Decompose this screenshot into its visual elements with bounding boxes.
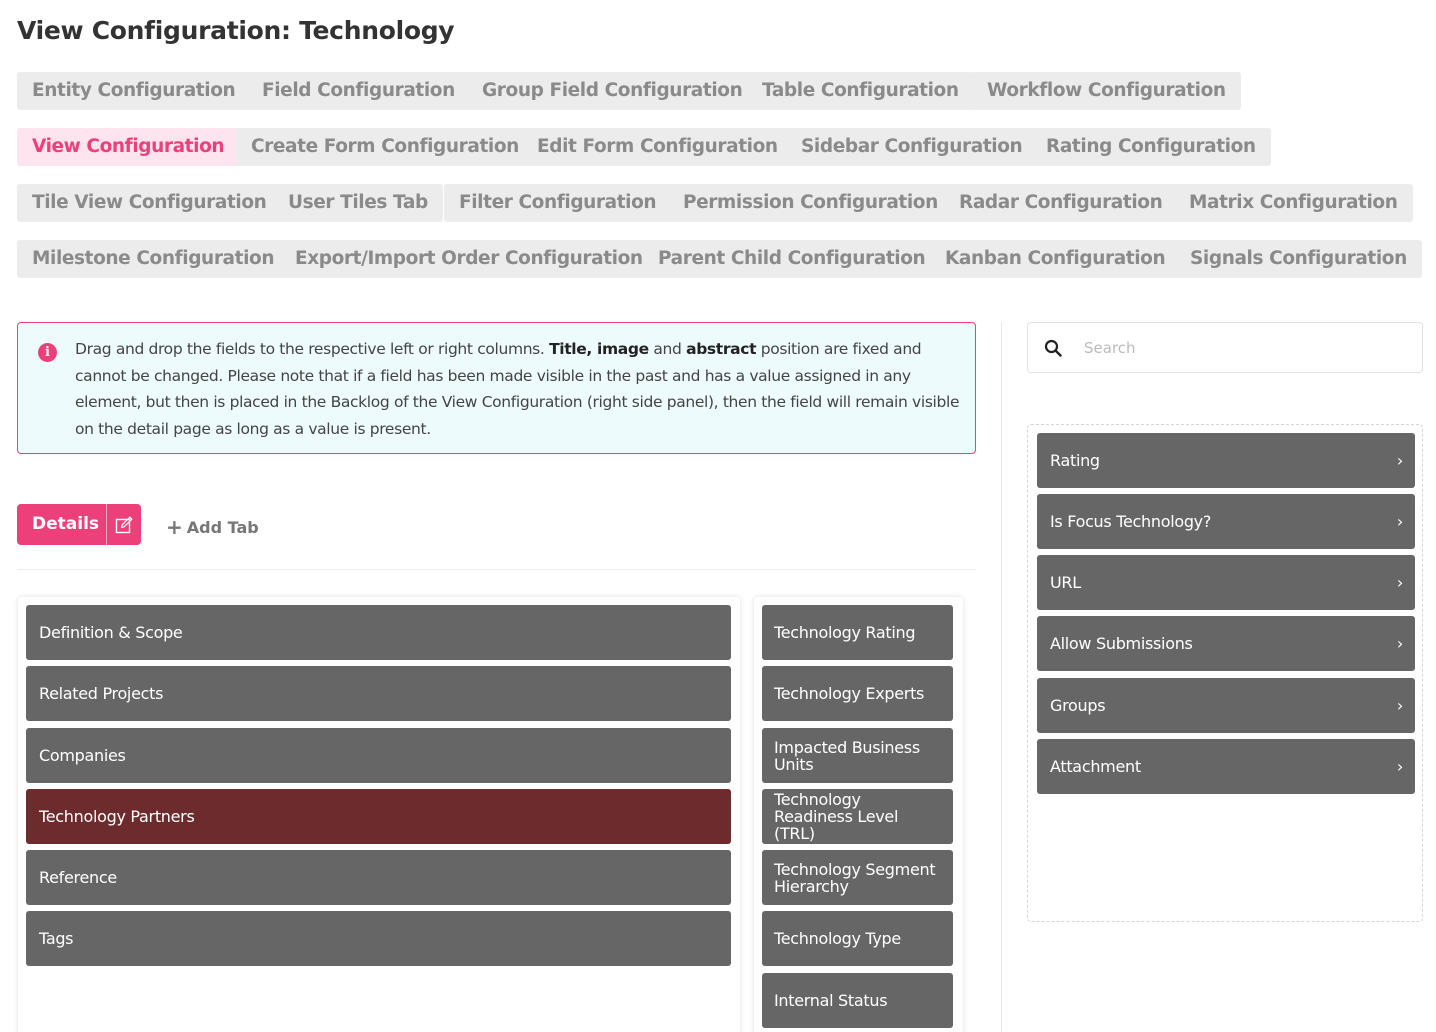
chevron-right-icon: ›: [1396, 634, 1403, 653]
add-tab-button[interactable]: + Add Tab: [166, 514, 259, 539]
backlog-field-groups[interactable]: Groups ›: [1037, 678, 1415, 733]
nav-signals-configuration[interactable]: Signals Configuration: [1175, 240, 1422, 278]
field-technology-type[interactable]: Technology Type: [762, 911, 953, 966]
nav-table-configuration[interactable]: Table Configuration: [747, 72, 974, 110]
chevron-right-icon: ›: [1396, 512, 1403, 531]
nav-user-tiles-tab[interactable]: User Tiles Tab: [273, 184, 443, 222]
nav-sidebar-configuration[interactable]: Sidebar Configuration: [786, 128, 1038, 166]
right-column: Technology Rating Technology Experts Imp…: [754, 597, 963, 1032]
backlog-field-label: Allow Submissions: [1050, 634, 1193, 653]
nav-edit-form-configuration[interactable]: Edit Form Configuration: [522, 128, 793, 166]
field-tags[interactable]: Tags: [26, 911, 731, 966]
chevron-right-icon: ›: [1396, 757, 1403, 776]
page-title: View Configuration: Technology: [17, 16, 455, 45]
nav-permission-configuration[interactable]: Permission Configuration: [668, 184, 953, 222]
field-reference[interactable]: Reference: [26, 850, 731, 905]
backlog-field-label: Groups: [1050, 696, 1106, 715]
nav-kanban-configuration[interactable]: Kanban Configuration: [930, 240, 1181, 278]
field-impacted-business-units[interactable]: Impacted Business Units: [762, 728, 953, 783]
field-companies[interactable]: Companies: [26, 728, 731, 783]
field-technology-rating[interactable]: Technology Rating: [762, 605, 953, 660]
nav-tile-view-configuration[interactable]: Tile View Configuration: [17, 184, 282, 222]
tab-details[interactable]: Details: [17, 504, 141, 545]
backlog-field-is-focus-technology[interactable]: Is Focus Technology? ›: [1037, 494, 1415, 549]
nav-view-configuration[interactable]: View Configuration: [17, 128, 240, 166]
info-box: i Drag and drop the fields to the respec…: [17, 322, 976, 454]
backlog-field-url[interactable]: URL ›: [1037, 555, 1415, 610]
nav-group-field-configuration[interactable]: Group Field Configuration: [467, 72, 758, 110]
backlog-field-allow-submissions[interactable]: Allow Submissions ›: [1037, 616, 1415, 671]
left-column: Definition & Scope Related Projects Comp…: [18, 597, 740, 1032]
field-related-projects[interactable]: Related Projects: [26, 666, 731, 721]
backlog-panel: Rating › Is Focus Technology? › URL › Allow…: [1027, 424, 1423, 922]
chevron-right-icon: ›: [1396, 696, 1403, 715]
backlog-field-label: Is Focus Technology?: [1050, 512, 1212, 531]
backlog-field-label: Attachment: [1050, 757, 1141, 776]
tab-divider: [106, 504, 107, 545]
info-icon: i: [38, 343, 57, 362]
search-input[interactable]: [1084, 335, 1404, 361]
field-technology-partners[interactable]: Technology Partners: [26, 789, 731, 844]
search-icon: [1044, 339, 1062, 357]
nav-export-import-order-configuration[interactable]: Export/Import Order Configuration: [280, 240, 658, 278]
divider: [17, 569, 976, 570]
backlog-search: [1027, 322, 1423, 373]
chevron-right-icon: ›: [1396, 573, 1403, 592]
field-technology-segment-hierarchy[interactable]: Technology Segment Hierarchy: [762, 850, 953, 905]
nav-radar-configuration[interactable]: Radar Configuration: [944, 184, 1178, 222]
backlog-field-label: URL: [1050, 573, 1081, 592]
panel-divider: [1001, 322, 1002, 1032]
nav-rating-configuration[interactable]: Rating Configuration: [1031, 128, 1271, 166]
nav-matrix-configuration[interactable]: Matrix Configuration: [1174, 184, 1413, 222]
field-technology-experts[interactable]: Technology Experts: [762, 666, 953, 721]
edit-icon[interactable]: [115, 516, 133, 534]
field-internal-status[interactable]: Internal Status: [762, 973, 953, 1028]
nav-filter-configuration[interactable]: Filter Configuration: [444, 184, 672, 222]
info-text: Drag and drop the fields to the respecti…: [75, 340, 960, 438]
field-definition-scope[interactable]: Definition & Scope: [26, 605, 731, 660]
backlog-field-label: Rating: [1050, 451, 1100, 470]
chevron-right-icon: ›: [1396, 451, 1403, 470]
nav-create-form-configuration[interactable]: Create Form Configuration: [236, 128, 534, 166]
nav-parent-child-configuration[interactable]: Parent Child Configuration: [643, 240, 941, 278]
field-technology-readiness-level[interactable]: Technology Readiness Level (TRL): [762, 789, 953, 844]
nav-entity-configuration[interactable]: Entity Configuration: [17, 72, 251, 110]
nav-milestone-configuration[interactable]: Milestone Configuration: [17, 240, 290, 278]
add-tab-label: Add Tab: [186, 518, 259, 537]
nav-field-configuration[interactable]: Field Configuration: [247, 72, 470, 110]
plus-icon: +: [166, 515, 183, 539]
backlog-field-attachment[interactable]: Attachment ›: [1037, 739, 1415, 794]
tab-details-label: Details: [32, 514, 100, 534]
nav-workflow-configuration[interactable]: Workflow Configuration: [972, 72, 1241, 110]
backlog-field-rating[interactable]: Rating ›: [1037, 433, 1415, 488]
